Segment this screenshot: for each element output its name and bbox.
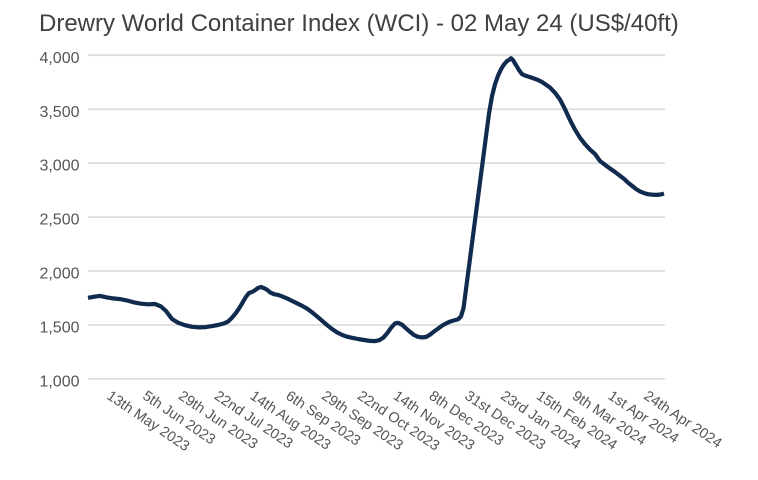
svg-text:3,500: 3,500 <box>39 104 79 121</box>
svg-text:Drewry World Container Index (: Drewry World Container Index (WCI) - 02 … <box>39 10 679 37</box>
svg-text:2,500: 2,500 <box>39 212 79 229</box>
svg-text:2,000: 2,000 <box>39 266 79 283</box>
svg-text:4,000: 4,000 <box>39 50 79 67</box>
svg-text:1,000: 1,000 <box>39 374 79 391</box>
svg-text:3,000: 3,000 <box>39 158 79 175</box>
svg-text:1,500: 1,500 <box>39 320 79 337</box>
